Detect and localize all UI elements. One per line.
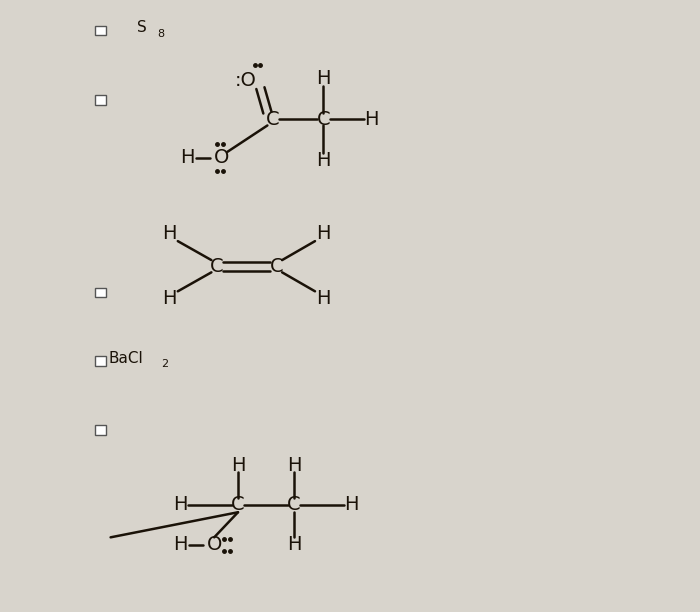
Text: H: H (174, 535, 188, 554)
Bar (94, 26, 106, 35)
Text: C: C (287, 495, 301, 515)
Text: C: C (316, 110, 330, 129)
Text: H: H (287, 455, 301, 475)
Text: C: C (210, 256, 224, 276)
Text: H: H (344, 495, 358, 515)
Bar (94, 356, 106, 366)
Text: S: S (136, 20, 146, 35)
Text: O: O (206, 535, 222, 554)
Text: :O: :O (235, 71, 257, 91)
Bar (94, 288, 106, 297)
Text: BaCl: BaCl (108, 351, 144, 365)
Text: H: H (181, 148, 195, 168)
Text: C: C (270, 256, 284, 276)
Text: H: H (287, 535, 301, 554)
Text: H: H (316, 151, 330, 170)
Text: 8: 8 (158, 29, 164, 39)
Bar (94, 95, 106, 105)
Text: H: H (316, 69, 330, 88)
Text: H: H (162, 289, 176, 308)
Text: C: C (266, 110, 280, 129)
Text: H: H (162, 224, 176, 244)
Text: H: H (174, 495, 188, 515)
Text: H: H (231, 455, 245, 475)
Text: 2: 2 (161, 359, 168, 369)
Text: C: C (231, 495, 245, 515)
Text: O: O (214, 148, 229, 168)
Text: H: H (364, 110, 378, 129)
Text: H: H (316, 289, 330, 308)
Text: H: H (316, 224, 330, 244)
Bar (94, 425, 106, 435)
